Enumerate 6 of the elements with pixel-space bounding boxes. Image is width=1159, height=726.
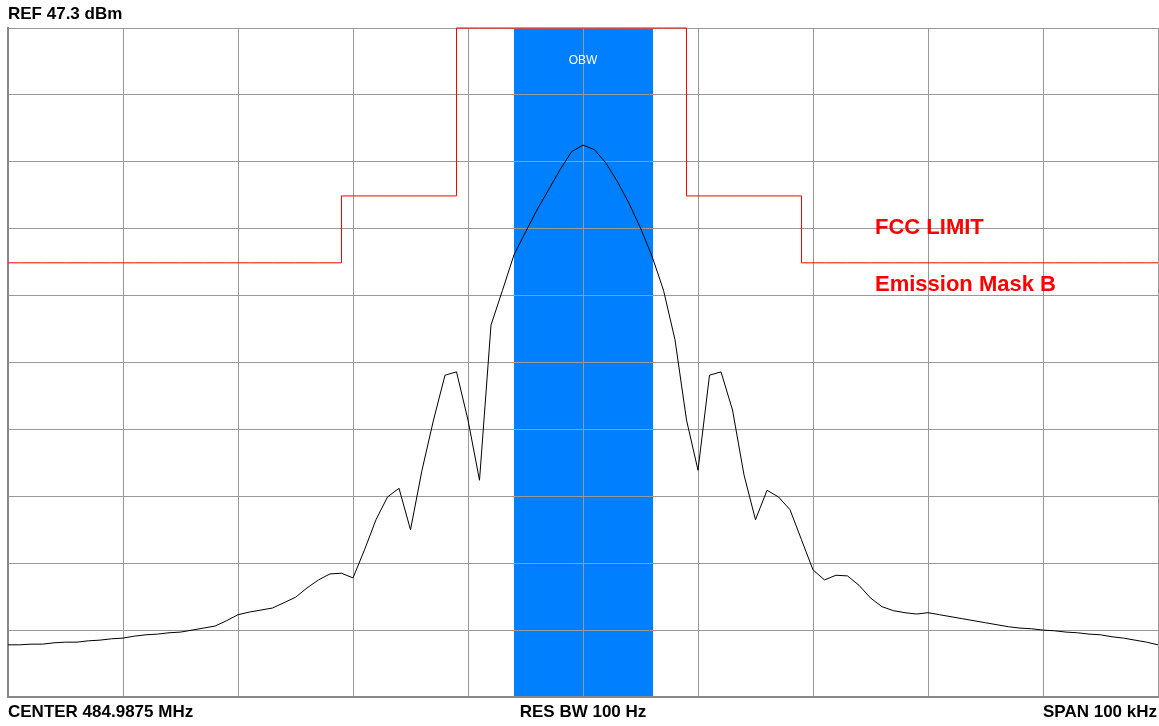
chart-title: REF 47.3 dBm (8, 3, 123, 23)
text: CENTER 484.9875 MHz (8, 701, 194, 721)
annotation: FCC LIMIT (875, 214, 985, 240)
annotation: Emission Mask B (875, 271, 1056, 297)
text: SPAN 100 kHz (1042, 701, 1157, 721)
x-axis-title: RES BW 100 Hz (519, 701, 647, 721)
